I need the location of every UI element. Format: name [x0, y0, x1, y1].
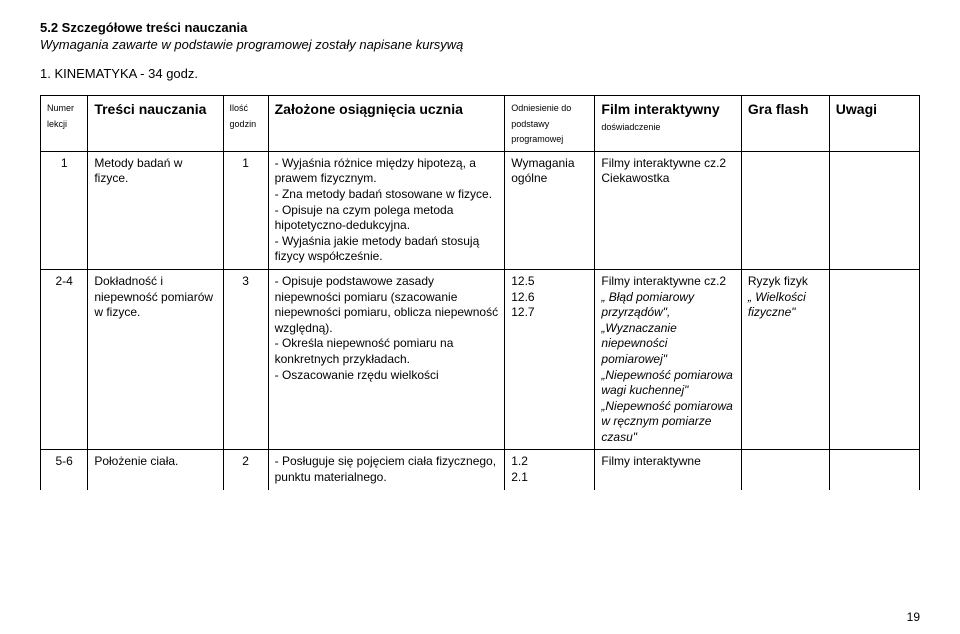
cell-numer: 5-6 [41, 450, 88, 490]
hdr-film: Film interaktywny doświadczenie [595, 96, 742, 152]
hdr-numer: Numer lekcji [41, 96, 88, 152]
table-row: 5-6 Położenie ciała. 2 - Posługuje się p… [41, 450, 920, 490]
cell-uwagi [829, 450, 919, 490]
cell-film: Filmy interaktywne [595, 450, 742, 490]
cell-film: Filmy interaktywne cz.2 „ Błąd pomiarowy… [595, 269, 742, 450]
section-subtitle: Wymagania zawarte w podstawie programowe… [40, 37, 920, 52]
cell-gra: Ryzyk fizyk „ Wielkości fizyczne" [741, 269, 829, 450]
hdr-tresci: Treści nauczania [88, 96, 223, 152]
hdr-gra: Gra flash [741, 96, 829, 152]
table-header-row: Numer lekcji Treści nauczania Ilość godz… [41, 96, 920, 152]
cell-odniesienie: 12.512.612.7 [505, 269, 595, 450]
cell-tresci: Dokładność i niepewność pomiarów w fizyc… [88, 269, 223, 450]
hdr-odniesienie: Odniesienie do podstawy programowej [505, 96, 595, 152]
cell-gra [741, 450, 829, 490]
table-row: 2-4 Dokładność i niepewność pomiarów w f… [41, 269, 920, 450]
cell-numer: 2-4 [41, 269, 88, 450]
cell-zalozone: - Opisuje podstawowe zasady niepewności … [268, 269, 505, 450]
page-number: 19 [907, 610, 920, 624]
hdr-uwagi: Uwagi [829, 96, 919, 152]
cell-ilosc: 3 [223, 269, 268, 450]
cell-film: Filmy interaktywne cz.2Ciekawostka [595, 151, 742, 269]
kinematyka-heading: 1. KINEMATYKA - 34 godz. [40, 66, 920, 81]
cell-ilosc: 2 [223, 450, 268, 490]
cell-zalozone: - Wyjaśnia różnice między hipotezą, a pr… [268, 151, 505, 269]
hdr-zalozone: Założone osiągnięcia ucznia [268, 96, 505, 152]
hdr-ilosc: Ilość godzin [223, 96, 268, 152]
table-row: 1 Metody badań w fizyce. 1 - Wyjaśnia ró… [41, 151, 920, 269]
cell-odniesienie: Wymagania ogólne [505, 151, 595, 269]
cell-ilosc: 1 [223, 151, 268, 269]
cell-zalozone: - Posługuje się pojęciem ciała fizyczneg… [268, 450, 505, 490]
cell-tresci: Metody badań w fizyce. [88, 151, 223, 269]
curriculum-table: Numer lekcji Treści nauczania Ilość godz… [40, 95, 920, 490]
cell-numer: 1 [41, 151, 88, 269]
section-title: 5.2 Szczegółowe treści nauczania [40, 20, 920, 35]
cell-uwagi [829, 269, 919, 450]
cell-tresci: Położenie ciała. [88, 450, 223, 490]
cell-gra [741, 151, 829, 269]
cell-uwagi [829, 151, 919, 269]
cell-odniesienie: 1.22.1 [505, 450, 595, 490]
